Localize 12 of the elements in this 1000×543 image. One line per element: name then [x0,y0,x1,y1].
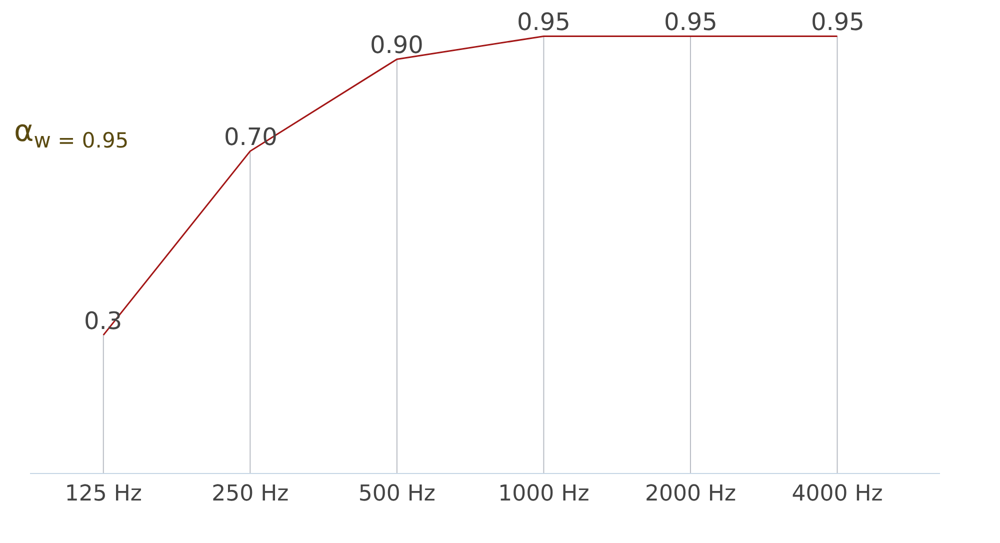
data-label: 0.90 [370,31,424,59]
data-label: 0.70 [224,123,278,151]
x-tick-label: 500 Hz [358,481,436,506]
annotation: α$_{w = 0.95}$ [14,114,129,152]
x-tick-label: 125 Hz [64,481,142,506]
x-tick-label: 4000 Hz [792,481,883,506]
x-tick-label: 250 Hz [212,481,289,506]
data-label: 0.95 [811,8,864,36]
x-tick-label: 2000 Hz [644,481,736,506]
data-label: 0.95 [664,8,718,36]
x-tick-label: 1000 Hz [498,481,590,506]
data-label: 0.95 [517,8,570,36]
